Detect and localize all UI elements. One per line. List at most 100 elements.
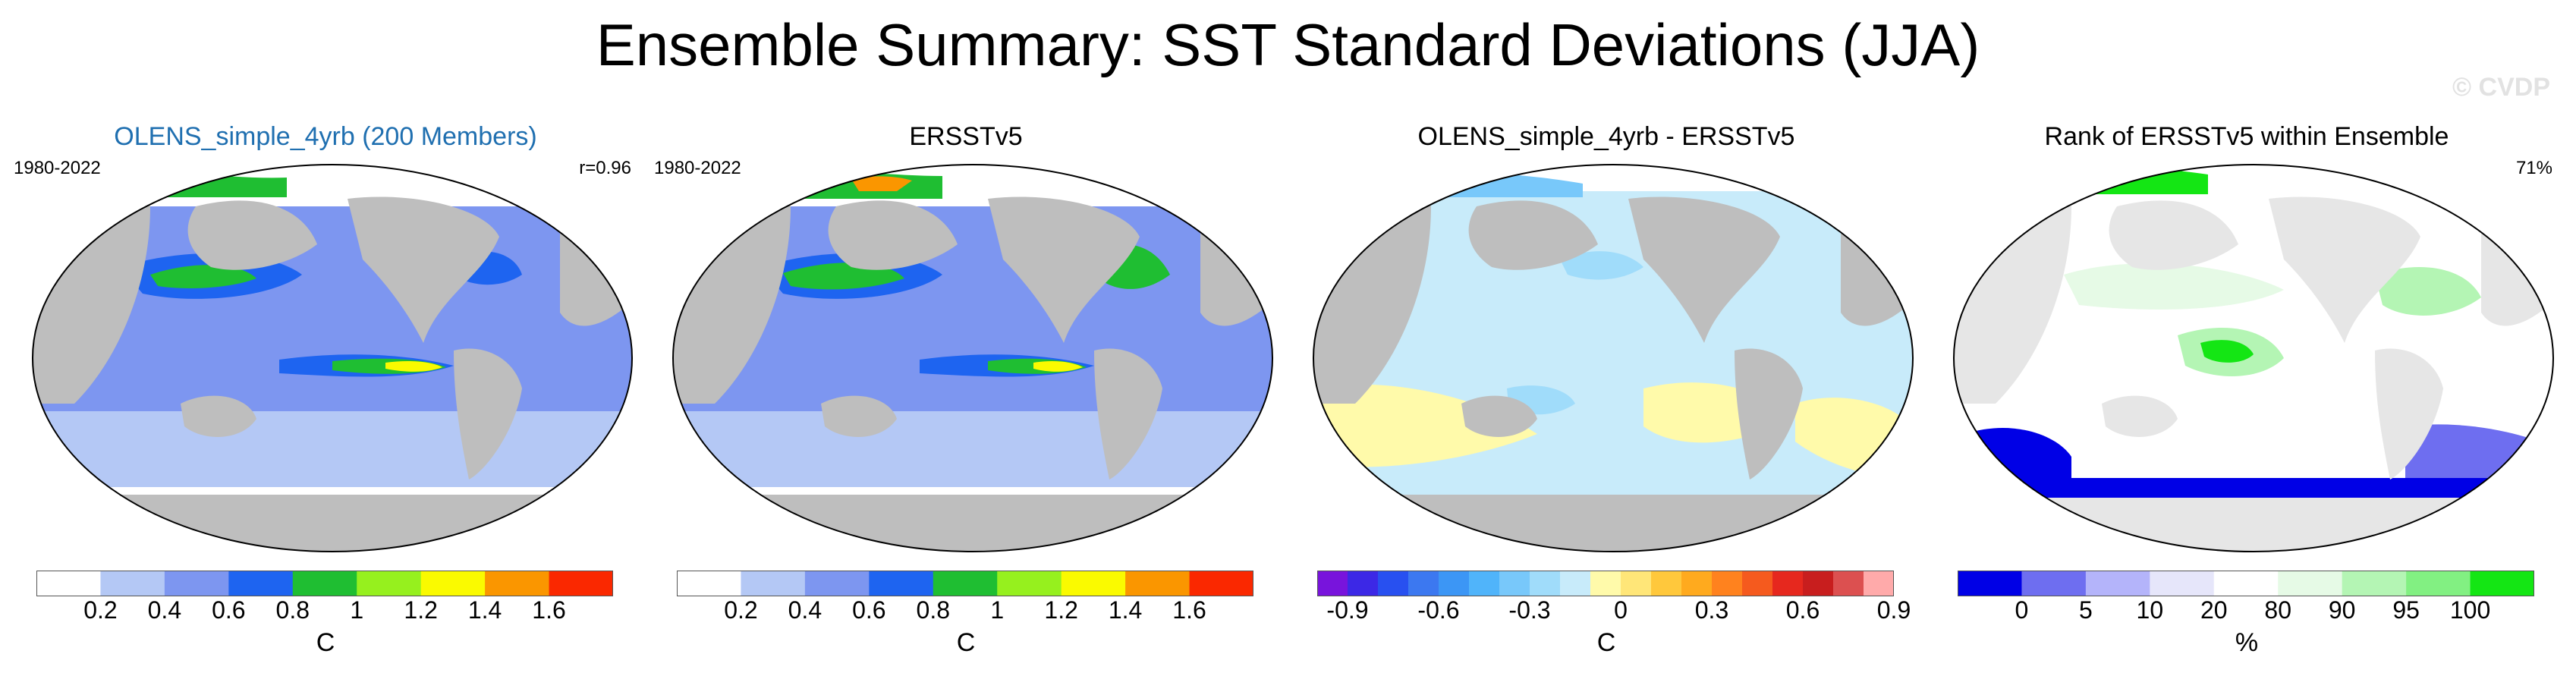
colorbar-ticks: 0.2 0.4 0.6 0.8 1 1.2 1.4 1.6 [677,596,1253,627]
land-antarctica [33,495,632,552]
colorbar-swatch [1530,571,1561,596]
colorbar-swatch [1061,571,1126,596]
colorbar-frame [677,571,1253,596]
land-europe-africa [560,206,632,326]
colorbar-tick-label: 1.6 [1172,596,1206,624]
colorbar-ticks: 0.2 0.4 0.6 0.8 1 1.2 1.4 1.6 [36,596,613,627]
colorbar-swatch [2470,571,2534,596]
colorbar-swatch [1864,571,1894,596]
colorbar [36,571,613,596]
colorbar-tick-label: 0 [1614,596,1628,624]
colorbar-frame [1317,571,1894,596]
colorbar-swatch [1681,571,1713,596]
colorbar-swatch [804,571,870,596]
colorbar-tick-label: 0.8 [916,596,951,624]
colorbar-tick-label: 0 [2015,596,2029,624]
panel-rank: Rank of ERSSTv5 within Ensemble 71% 0 5 10… [1935,114,2559,675]
negative-north-pacific [1560,251,1643,280]
colorbar-ticks: 0 5 10 20 80 90 95 100 [1958,596,2534,627]
colorbar-tick-label: 95 [2392,596,2420,624]
kuroshio-core [150,265,256,288]
colorbar-frame [36,571,613,596]
colorbar-swatch [1439,571,1470,596]
period-label: 1980-2022 [654,158,741,178]
period-label: 1980-2022 [14,158,101,178]
colorbar-swatch [1772,571,1804,596]
colorbar-swatch [2342,571,2407,596]
colorbar-swatch [2085,571,2150,596]
colorbar [1317,571,1894,596]
colorbar-swatch [1189,571,1253,596]
colorbar-tick-label: 0.6 [1785,596,1820,624]
colorbar-swatch [485,571,550,596]
colorbar-swatch [1348,571,1379,596]
colorbar-swatch [36,571,101,596]
colorbar-ticks: -0.9 -0.6 -0.3 0 0.3 0.6 0.9 [1317,596,1911,627]
land-south-america [454,348,522,479]
colorbar-swatch [228,571,294,596]
panel-title: OLENS_simple_4yrb - ERSSTv5 [1417,122,1795,151]
rank-summary-label: 71% [2515,158,2552,178]
colorbar-swatch [100,571,165,596]
colorbar-swatch [1803,571,1834,596]
colorbar-tick-label: 0.8 [275,596,310,624]
land-asia [187,200,317,270]
colorbar-tick-label: 0.2 [83,596,118,624]
southern-band [33,411,632,487]
colorbar-swatch [357,571,422,596]
sst-std-map [672,164,1273,552]
colorbar-swatch [1469,571,1500,596]
colorbar-swatch [2406,571,2471,596]
colorbar-swatch [869,571,934,596]
colorbar-swatch [1742,571,1773,596]
sst-std-diff-map [1313,164,1914,552]
colorbar-tick-label: 1 [350,596,364,624]
colorbar-tick-label: 0.9 [1876,596,1911,624]
colorbar-swatch [292,571,357,596]
colorbar-swatch [1125,571,1190,596]
sst-std-map [32,164,633,552]
colorbar-swatch [2150,571,2215,596]
colorbar-tick-label: -0.3 [1508,596,1551,624]
colorbar-swatch [1499,571,1530,596]
equatorial-max [385,361,442,372]
colorbar-tick-label: -0.9 [1326,596,1369,624]
colorbar-swatch [1651,571,1682,596]
colorbar-tick-label: 0.4 [788,596,822,624]
colorbar-swatch [164,571,229,596]
figure-title: Ensemble Summary: SST Standard Deviation… [596,11,1980,78]
cvdp-watermark: © CVDP [2452,73,2550,102]
colorbar-tick-label: 0.6 [212,596,246,624]
correlation-label: r=0.96 [579,158,631,178]
colorbar [677,571,1253,596]
colorbar-swatch [1317,571,1348,596]
map-border [32,164,633,552]
colorbar-tick-label: 100 [2449,596,2491,624]
colorbar-swatch [2278,571,2343,596]
colorbar-tick-label: 10 [2136,596,2164,624]
colorbar-tick-label: 0.6 [852,596,886,624]
colorbar-unit: C [1596,628,1616,657]
colorbar-swatch [1408,571,1439,596]
colorbar-tick-label: 0.3 [1694,596,1729,624]
panel-title: Rank of ERSSTv5 within Ensemble [2044,122,2449,151]
colorbar-tick-label: 20 [2200,596,2228,624]
colorbar-swatch [1621,571,1652,596]
panel-title: OLENS_simple_4yrb (200 Members) [114,122,537,151]
colorbar [1958,571,2534,596]
colorbar-tick-label: 90 [2328,596,2356,624]
rank-map [1953,164,2554,552]
panel-title: ERSSTv5 [909,122,1023,151]
panel-difference: OLENS_simple_4yrb - ERSSTv5 -0.9 -0.6 -0.3… [1294,114,1918,675]
colorbar-unit: C [956,628,976,657]
colorbar-swatch [1560,571,1591,596]
colorbar-swatch [1378,571,1409,596]
colorbar-tick-label: 1 [990,596,1005,624]
colorbar-unit: % [2235,628,2259,657]
colorbar-tick-label: 1.2 [404,596,438,624]
colorbar-swatch [1712,571,1743,596]
colorbar-tick-label: 1.4 [1108,596,1143,624]
rank-low-southern-ocean [1954,478,2553,498]
colorbar-swatch [1958,571,2022,596]
colorbar-tick-label: 1.6 [532,596,566,624]
